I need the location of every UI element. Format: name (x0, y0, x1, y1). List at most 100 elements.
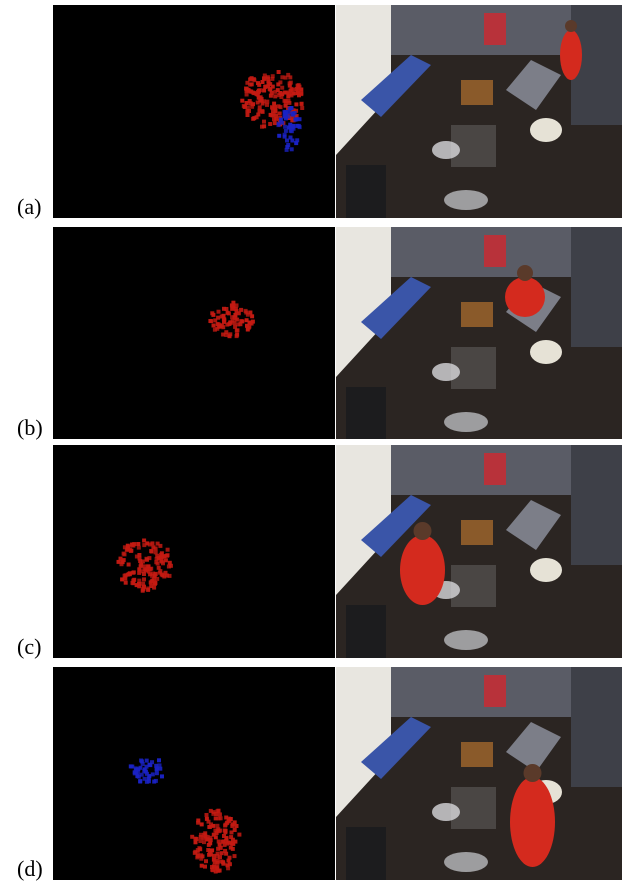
voxel (132, 570, 136, 574)
voxel (284, 104, 288, 108)
voxel (245, 324, 249, 328)
voxel (128, 571, 132, 575)
voxel (127, 563, 131, 567)
voxel (293, 118, 297, 122)
table (461, 742, 493, 767)
voxel (297, 124, 301, 128)
floor-glare (444, 630, 488, 650)
voxel (260, 125, 264, 129)
voxel (212, 858, 216, 862)
voxel (290, 147, 294, 151)
voxel (278, 80, 282, 84)
voxel (135, 583, 139, 587)
voxel (235, 333, 239, 337)
person-body (505, 277, 545, 317)
voxel (277, 122, 281, 126)
voxel (222, 314, 226, 318)
voxel (279, 118, 283, 122)
lamp (530, 340, 562, 364)
voxel-view (53, 667, 335, 880)
voxel (212, 833, 216, 837)
voxel (242, 104, 246, 108)
voxel (240, 99, 244, 103)
voxel (122, 552, 126, 556)
voxel (273, 90, 277, 94)
voxel (148, 572, 152, 576)
voxel (136, 542, 140, 546)
voxel (160, 774, 164, 778)
floor-glare (432, 363, 460, 381)
page: (a)(b)(c)(d) (() => { const data = JSON.… (0, 0, 630, 886)
panel: (a) (17, 5, 622, 219)
voxel (145, 558, 149, 562)
voxel (221, 333, 225, 337)
voxel (258, 109, 262, 113)
voxel (239, 319, 243, 323)
voxel (193, 837, 197, 841)
poster (484, 453, 506, 485)
voxel (244, 87, 248, 91)
voxel (216, 847, 220, 851)
voxel (214, 812, 218, 816)
voxel (233, 854, 237, 858)
voxel (146, 564, 150, 568)
voxel (245, 93, 249, 97)
panel: (c) (17, 445, 622, 659)
voxel (217, 310, 221, 314)
voxel (132, 542, 136, 546)
voxel (133, 771, 137, 775)
voxel (287, 101, 291, 105)
voxel (294, 102, 298, 106)
voxel (265, 103, 269, 107)
voxel (214, 816, 218, 820)
voxel (231, 842, 235, 846)
voxel (261, 80, 265, 84)
voxel (217, 325, 221, 329)
box (346, 827, 386, 880)
voxel (206, 848, 210, 852)
back-wall (391, 5, 571, 55)
person-body (510, 777, 555, 867)
voxel (150, 760, 154, 764)
voxel (286, 73, 290, 77)
voxel (229, 817, 233, 821)
voxel (285, 145, 289, 149)
person-head (517, 265, 533, 281)
voxel (230, 824, 234, 828)
cabinet (571, 667, 622, 787)
box (346, 387, 386, 439)
voxel (224, 829, 228, 833)
voxel (278, 91, 282, 95)
voxel (273, 94, 277, 98)
voxel (274, 113, 278, 117)
voxel (218, 812, 222, 816)
voxel (130, 765, 134, 769)
lamp (530, 118, 562, 142)
voxel (121, 560, 125, 564)
voxel (210, 311, 214, 315)
voxel (139, 564, 143, 568)
poster (484, 675, 506, 707)
person-head (414, 522, 432, 540)
voxel (226, 866, 230, 870)
voxel (216, 316, 220, 320)
voxel (300, 106, 304, 110)
voxel (227, 322, 231, 326)
voxel (246, 106, 250, 110)
voxel (209, 822, 213, 826)
voxel (288, 84, 292, 88)
voxel (274, 108, 278, 112)
floor-glare (444, 190, 488, 210)
figure: (a)(b)(c)(d) (0, 0, 630, 886)
voxel (286, 95, 290, 99)
voxel (269, 94, 273, 98)
voxel (250, 314, 254, 318)
voxel (237, 833, 241, 837)
voxel (209, 319, 213, 323)
voxel (143, 564, 147, 568)
voxel (145, 765, 149, 769)
voxel (287, 126, 291, 130)
voxel (245, 109, 249, 113)
voxel (251, 117, 255, 121)
voxel (244, 311, 248, 315)
